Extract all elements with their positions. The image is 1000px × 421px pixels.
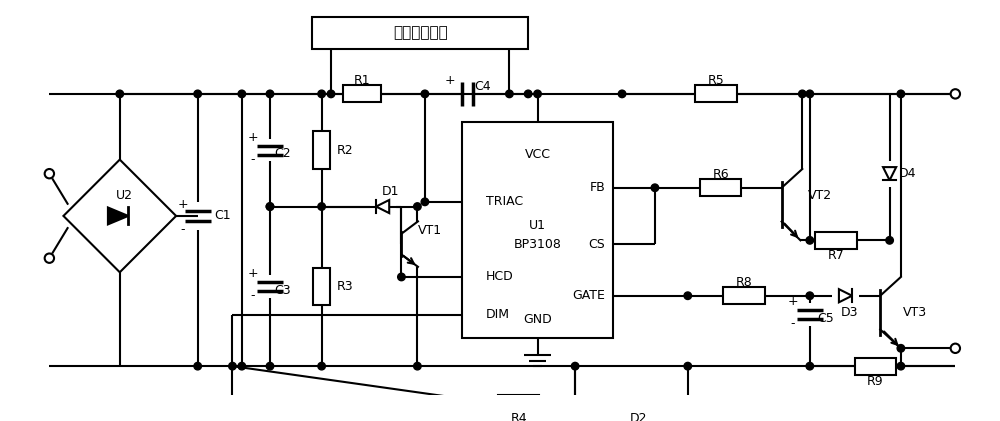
Text: R4: R4 — [510, 412, 527, 421]
Text: +: + — [248, 266, 258, 280]
Text: -: - — [251, 289, 255, 302]
Circle shape — [327, 90, 335, 98]
Circle shape — [806, 237, 814, 244]
Circle shape — [238, 362, 246, 370]
Circle shape — [266, 362, 274, 370]
Bar — [700, 179, 741, 196]
Bar — [723, 287, 765, 304]
Text: -: - — [251, 153, 255, 166]
Text: C2: C2 — [275, 147, 291, 160]
Circle shape — [398, 273, 405, 281]
Text: R3: R3 — [337, 280, 353, 293]
Text: C3: C3 — [275, 284, 291, 297]
Text: D3: D3 — [840, 306, 858, 319]
Polygon shape — [63, 160, 176, 272]
Text: C1: C1 — [215, 209, 231, 222]
Circle shape — [684, 362, 692, 370]
Circle shape — [266, 203, 274, 210]
Text: -: - — [180, 224, 185, 237]
Text: VT3: VT3 — [903, 306, 927, 319]
Text: CS: CS — [588, 237, 605, 250]
Circle shape — [524, 90, 532, 98]
Text: +: + — [248, 131, 258, 144]
Circle shape — [897, 344, 905, 352]
Circle shape — [45, 169, 54, 179]
Text: HCD: HCD — [486, 270, 514, 283]
Circle shape — [116, 90, 124, 98]
Circle shape — [414, 203, 421, 210]
Text: R5: R5 — [708, 74, 724, 87]
Circle shape — [194, 90, 201, 98]
Circle shape — [414, 362, 421, 370]
Text: VT2: VT2 — [808, 189, 832, 202]
Text: 三端稳压电路: 三端稳压电路 — [393, 25, 448, 40]
Text: FB: FB — [589, 181, 605, 194]
Circle shape — [806, 90, 814, 98]
Circle shape — [806, 292, 814, 299]
Circle shape — [45, 253, 54, 263]
Text: C4: C4 — [475, 80, 491, 93]
Circle shape — [618, 90, 626, 98]
Text: BP3108: BP3108 — [514, 237, 561, 250]
Bar — [313, 268, 330, 305]
Bar — [312, 17, 528, 49]
Circle shape — [238, 90, 246, 98]
Bar — [855, 358, 896, 375]
Text: D4: D4 — [899, 167, 917, 180]
Text: GND: GND — [523, 313, 552, 326]
Circle shape — [229, 362, 236, 370]
Polygon shape — [108, 208, 128, 224]
Circle shape — [266, 203, 274, 210]
Text: R2: R2 — [337, 144, 353, 157]
Polygon shape — [625, 397, 638, 410]
Text: R7: R7 — [828, 249, 844, 262]
Bar — [695, 85, 737, 102]
Text: TRIAC: TRIAC — [486, 195, 523, 208]
Text: -: - — [791, 317, 795, 330]
Circle shape — [571, 362, 579, 370]
Circle shape — [684, 292, 692, 299]
Circle shape — [897, 90, 905, 98]
Circle shape — [534, 90, 541, 98]
Text: C5: C5 — [817, 312, 834, 325]
Text: U1: U1 — [529, 219, 546, 232]
Text: R1: R1 — [354, 74, 370, 87]
Text: +: + — [788, 295, 798, 308]
Circle shape — [951, 344, 960, 353]
Circle shape — [318, 203, 325, 210]
Polygon shape — [883, 167, 896, 180]
Circle shape — [318, 90, 325, 98]
Text: R6: R6 — [712, 168, 729, 181]
Circle shape — [194, 362, 201, 370]
Circle shape — [886, 237, 893, 244]
Text: DIM: DIM — [486, 308, 510, 321]
Text: +: + — [177, 198, 188, 211]
Circle shape — [421, 90, 429, 98]
Polygon shape — [376, 200, 389, 213]
Polygon shape — [839, 289, 852, 302]
Text: GATE: GATE — [572, 289, 605, 302]
Text: VCC: VCC — [525, 149, 551, 161]
Circle shape — [318, 362, 325, 370]
Bar — [313, 131, 330, 169]
Bar — [462, 122, 613, 338]
Circle shape — [799, 90, 806, 98]
Circle shape — [421, 198, 429, 205]
Text: D2: D2 — [630, 412, 648, 421]
Text: U2: U2 — [116, 189, 133, 202]
Circle shape — [951, 89, 960, 99]
Bar — [815, 232, 857, 249]
Circle shape — [897, 362, 905, 370]
Text: R8: R8 — [736, 276, 752, 289]
Circle shape — [806, 362, 814, 370]
Text: D1: D1 — [381, 185, 399, 198]
Circle shape — [266, 90, 274, 98]
Text: +: + — [445, 74, 456, 87]
Text: R9: R9 — [867, 375, 884, 388]
Bar — [498, 395, 539, 412]
Bar — [343, 85, 381, 102]
Circle shape — [651, 184, 659, 192]
Circle shape — [506, 90, 513, 98]
Text: VT1: VT1 — [418, 224, 442, 237]
